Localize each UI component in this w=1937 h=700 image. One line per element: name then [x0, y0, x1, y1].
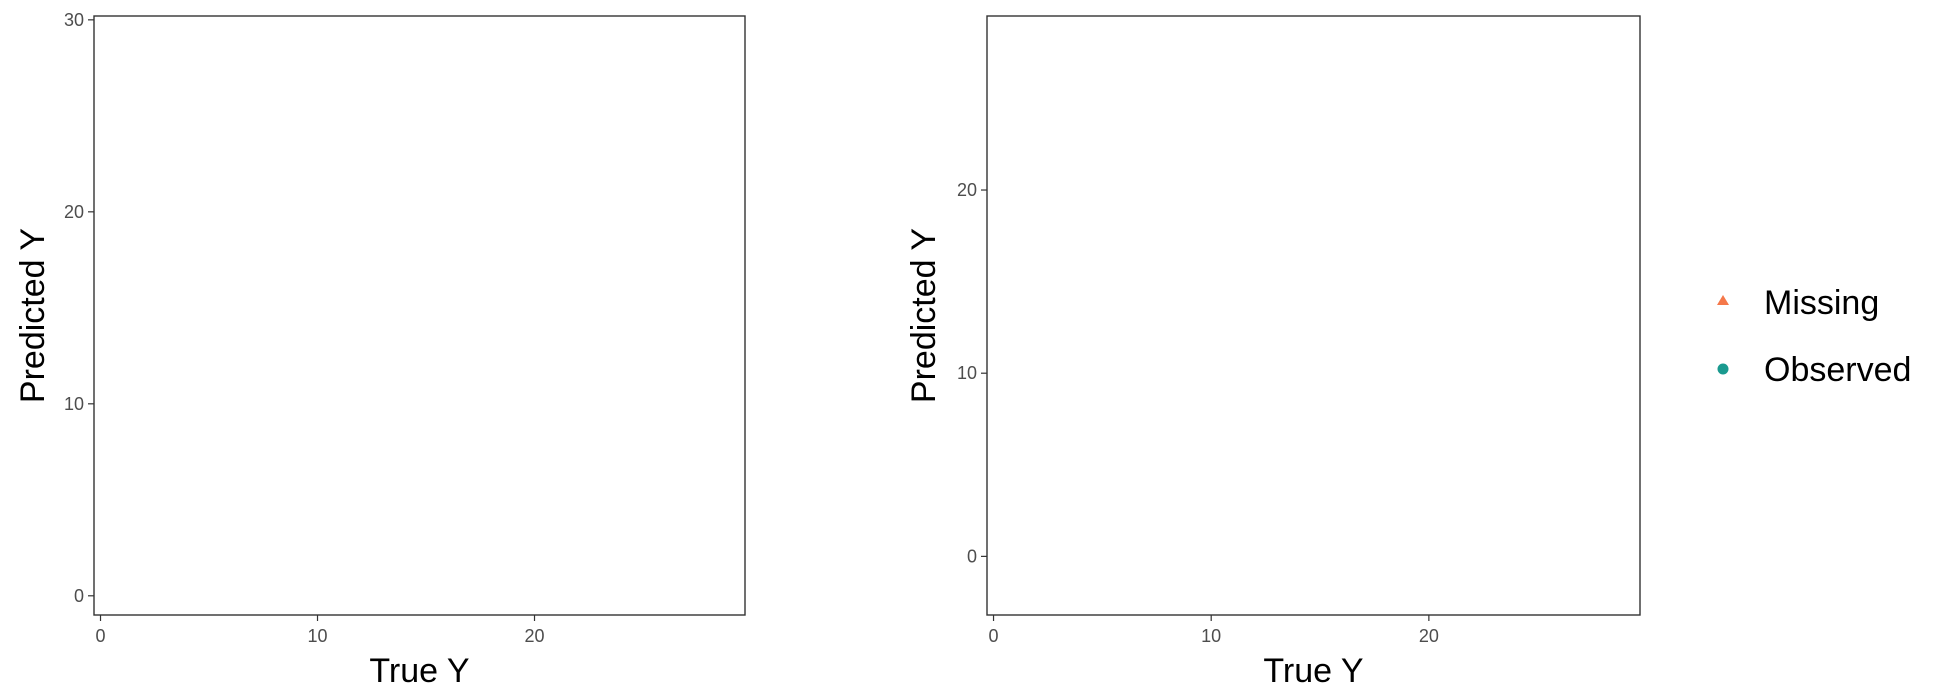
left-x-tick-label: 0	[96, 626, 106, 646]
left-x-tick-label: 20	[524, 626, 544, 646]
left-x-tick-label: 10	[307, 626, 327, 646]
left-y-tick-label: 20	[64, 202, 84, 222]
left-panel-border	[93, 15, 746, 616]
left-x-axis-title: True Y	[369, 652, 469, 690]
left-y-tick-label: 30	[64, 10, 84, 30]
left-y-axis-title: Predicted Y	[14, 228, 52, 403]
left-y-tick-label: 10	[64, 394, 84, 414]
left-scatter-panel: 0 10 20 0 10 20 30 True Y Predicted Y	[14, 10, 746, 690]
left-y-tick-label: 0	[74, 586, 84, 606]
